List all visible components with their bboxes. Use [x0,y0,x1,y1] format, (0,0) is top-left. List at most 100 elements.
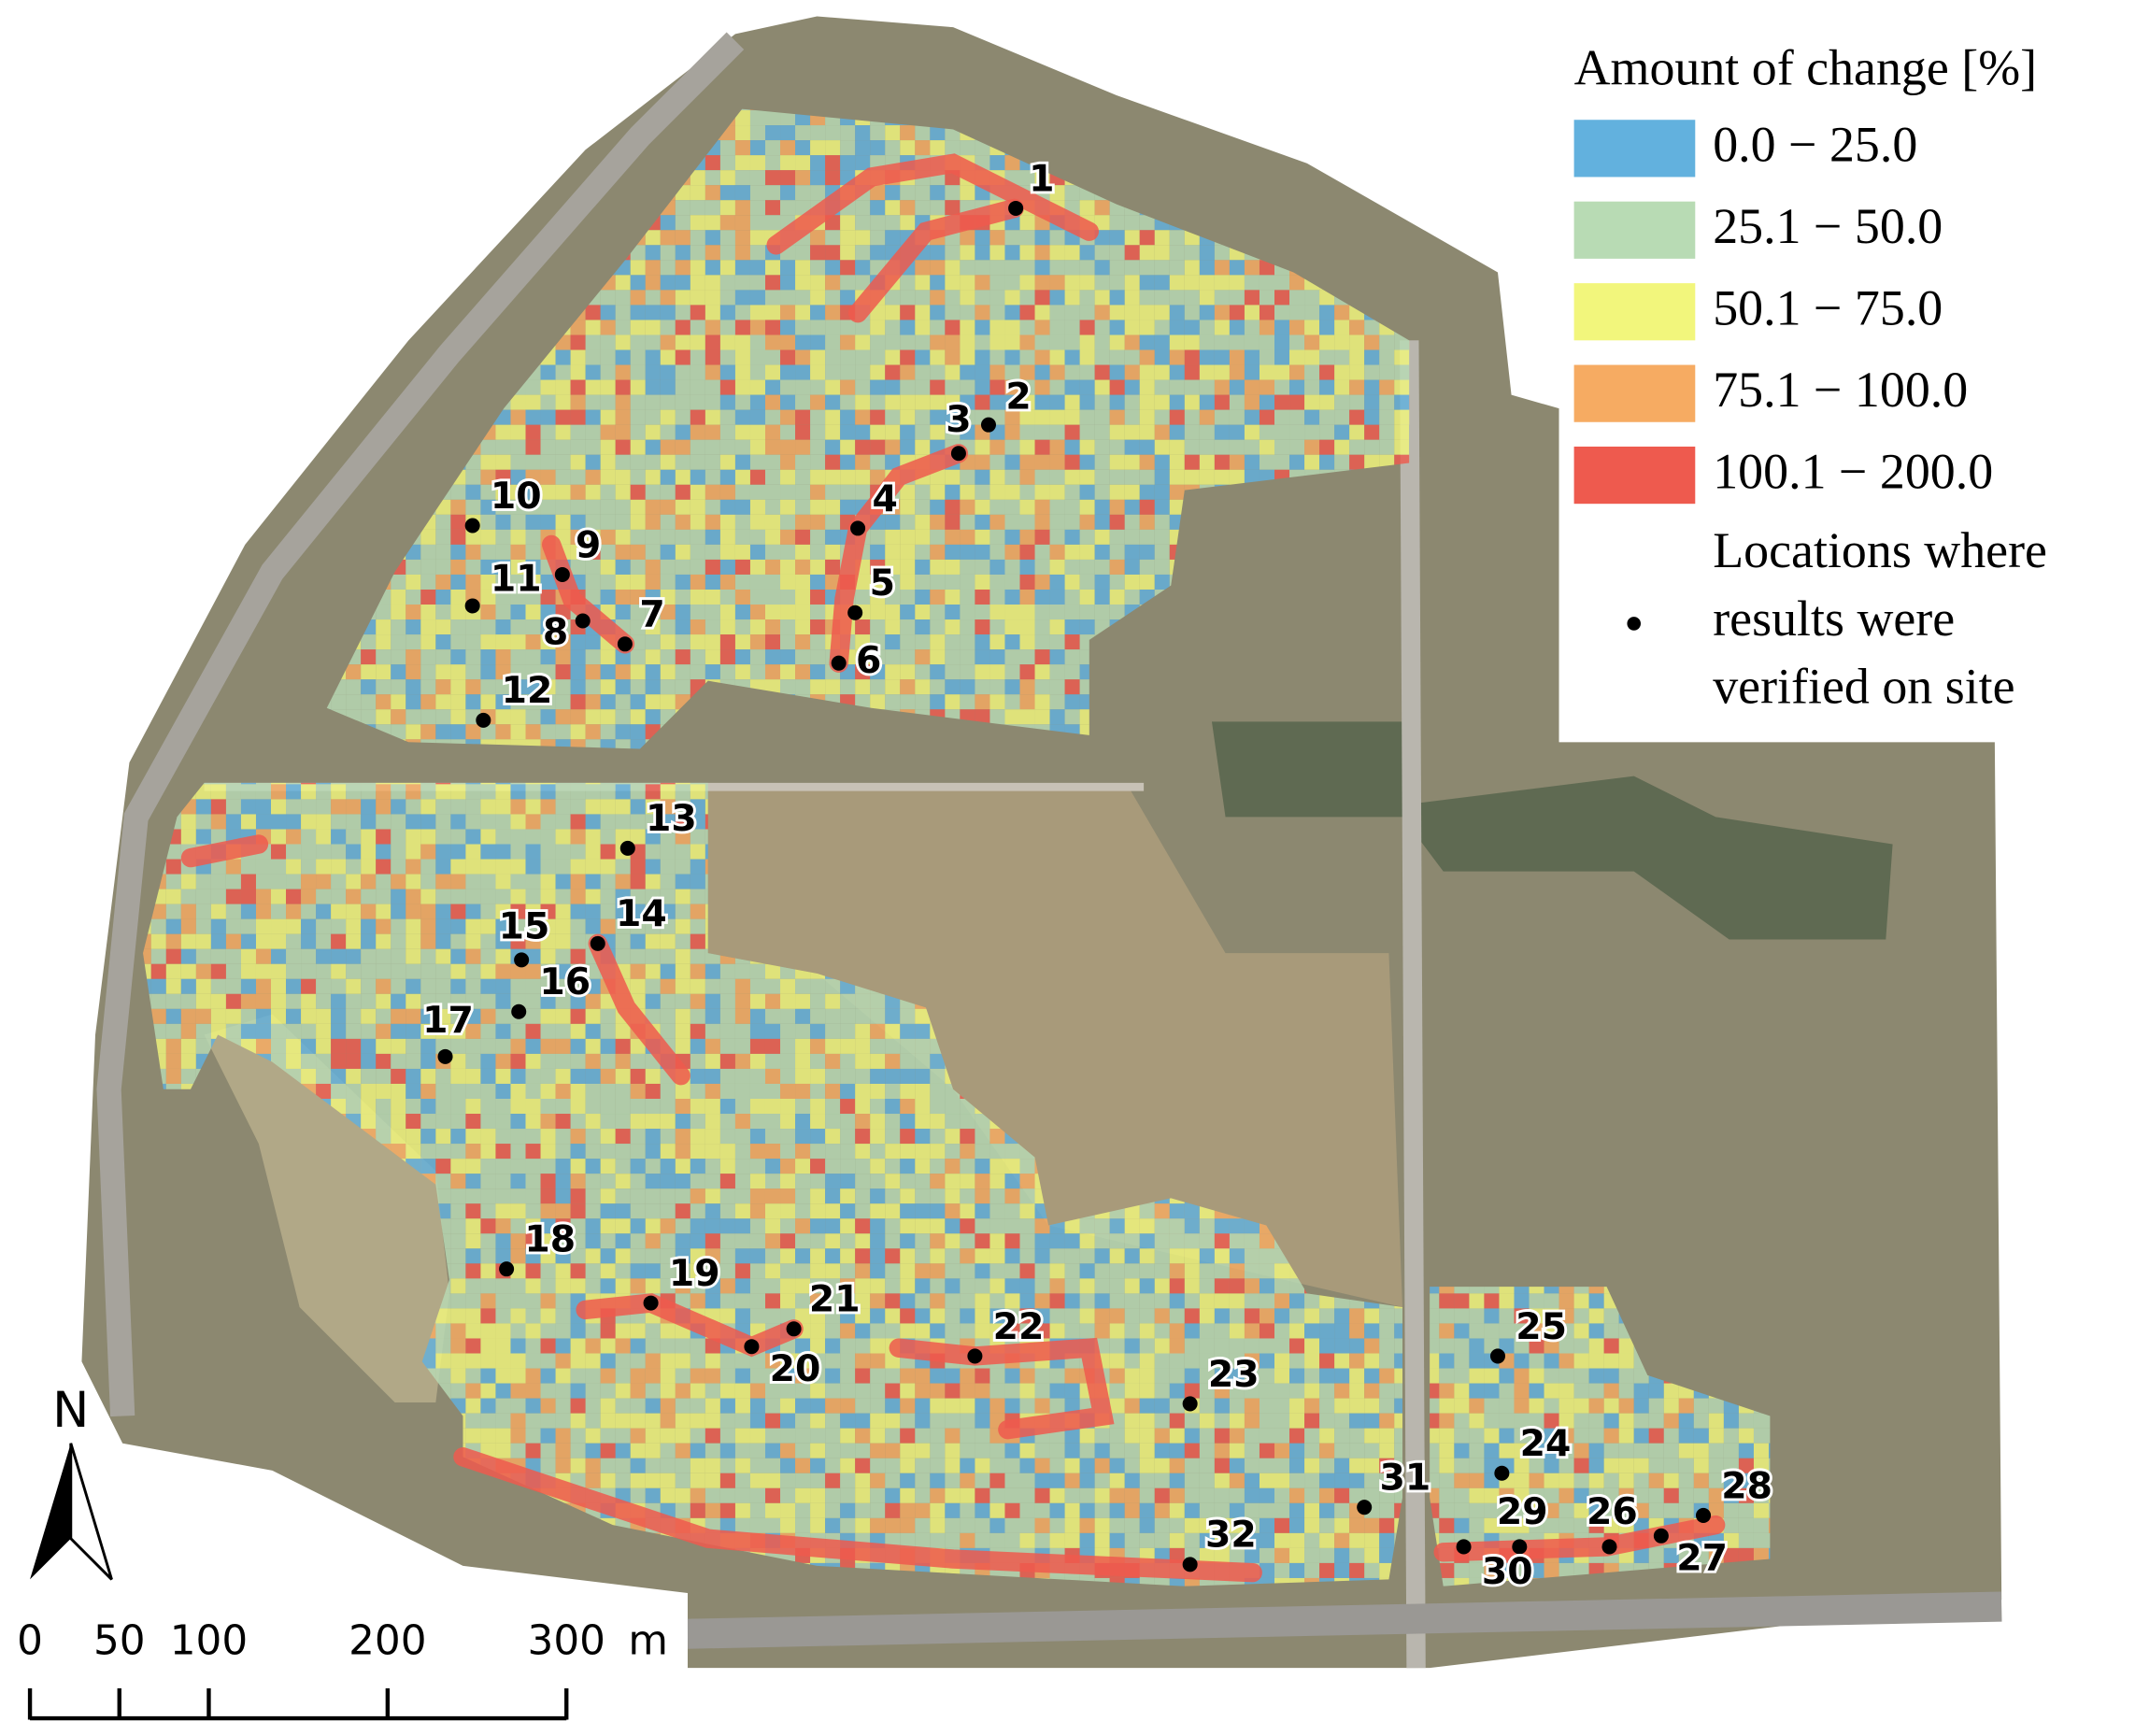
heat-cell [480,230,496,246]
heat-cell [316,260,332,276]
heat-cell [645,409,661,425]
heat-cell [271,155,287,171]
heat-cell [376,140,391,156]
heat-cell [989,379,1005,395]
heat-cell [1499,290,1515,306]
heat-cell [1184,409,1200,425]
heat-cell [510,155,526,171]
heat-cell [165,379,181,395]
heat-cell [165,394,181,410]
heat-cell [1094,574,1110,590]
heat-cell [480,649,496,665]
heat-cell [1394,334,1410,350]
heat-cell [660,694,676,710]
heat-cell [795,394,811,410]
heat-cell [361,320,377,335]
heat-cell [810,305,826,320]
heat-cell [435,649,451,665]
heat-cell [255,454,272,470]
heat-cell [1034,170,1050,186]
heat-cell [495,155,511,171]
heat-cell [510,140,526,156]
heat-cell [1199,349,1215,365]
heat-cell [555,484,571,500]
heat-cell [540,110,556,126]
heat-cell [600,364,616,380]
heat-cell [465,215,481,231]
heat-cell [885,379,901,395]
heat-cell [960,559,975,575]
heat-cell [915,334,931,350]
heat-cell [316,110,332,126]
heat-cell [1019,694,1035,710]
heat-cell [795,484,811,500]
heat-cell [1304,305,1320,320]
heat-cell [734,439,750,455]
heat-cell [675,409,690,425]
heat-cell [1244,364,1260,380]
heat-cell [346,664,362,680]
heat-cell [975,589,990,605]
heat-cell [510,484,526,500]
heat-cell [690,290,705,306]
heat-cell [1259,394,1275,410]
heat-cell [690,619,705,635]
heat-cell [210,529,226,545]
heat-cell [435,574,451,590]
heat-cell [1514,260,1530,276]
heat-cell [1169,245,1185,261]
heat-cell [1514,125,1530,141]
heat-cell [1229,454,1245,470]
heat-cell [1034,589,1050,605]
heat-cell [1079,574,1095,590]
heat-cell [1079,589,1095,605]
heat-cell [960,334,975,350]
heat-cell [435,230,451,246]
heat-cell [1334,394,1350,410]
heat-cell [143,379,151,395]
heat-cell [480,619,496,635]
heat-cell [420,260,436,276]
heat-cell [391,125,406,141]
heat-cell [615,605,631,620]
heat-cell [630,514,646,530]
heat-cell [900,200,916,216]
heat-cell [240,379,256,395]
heat-cell [840,679,856,695]
heat-cell [900,499,916,515]
heat-cell [885,185,901,201]
heat-cell [645,334,661,350]
heat-cell [420,170,436,186]
heat-cell [1004,334,1020,350]
heat-cell [1199,245,1215,261]
heat-cell [945,140,961,156]
heat-cell [165,364,181,380]
heat-cell [660,469,676,485]
heat-cell [346,349,362,365]
heat-cell [346,290,362,306]
heat-cell [630,694,646,710]
heat-cell [600,724,616,740]
heat-cell [945,260,961,276]
heat-cell [510,185,526,201]
heat-cell [271,469,287,485]
heat-cell [406,230,421,246]
heat-cell [960,544,975,560]
heat-cell [660,364,676,380]
heat-cell [1154,275,1170,291]
heat-cell [1124,544,1140,560]
heat-cell [361,275,377,291]
heat-cell [1154,305,1170,320]
heat-cell [1079,394,1095,410]
heat-cell [1334,364,1350,380]
heat-cell [930,649,946,665]
heat-cell [690,305,705,320]
heat-cell [495,469,511,485]
heat-cell [749,245,765,261]
heat-cell [1064,709,1080,725]
heat-cell [1169,290,1185,306]
heat-cell [764,679,781,695]
heat-cell [810,544,826,560]
heat-cell [1049,424,1065,440]
heat-cell [480,170,496,186]
